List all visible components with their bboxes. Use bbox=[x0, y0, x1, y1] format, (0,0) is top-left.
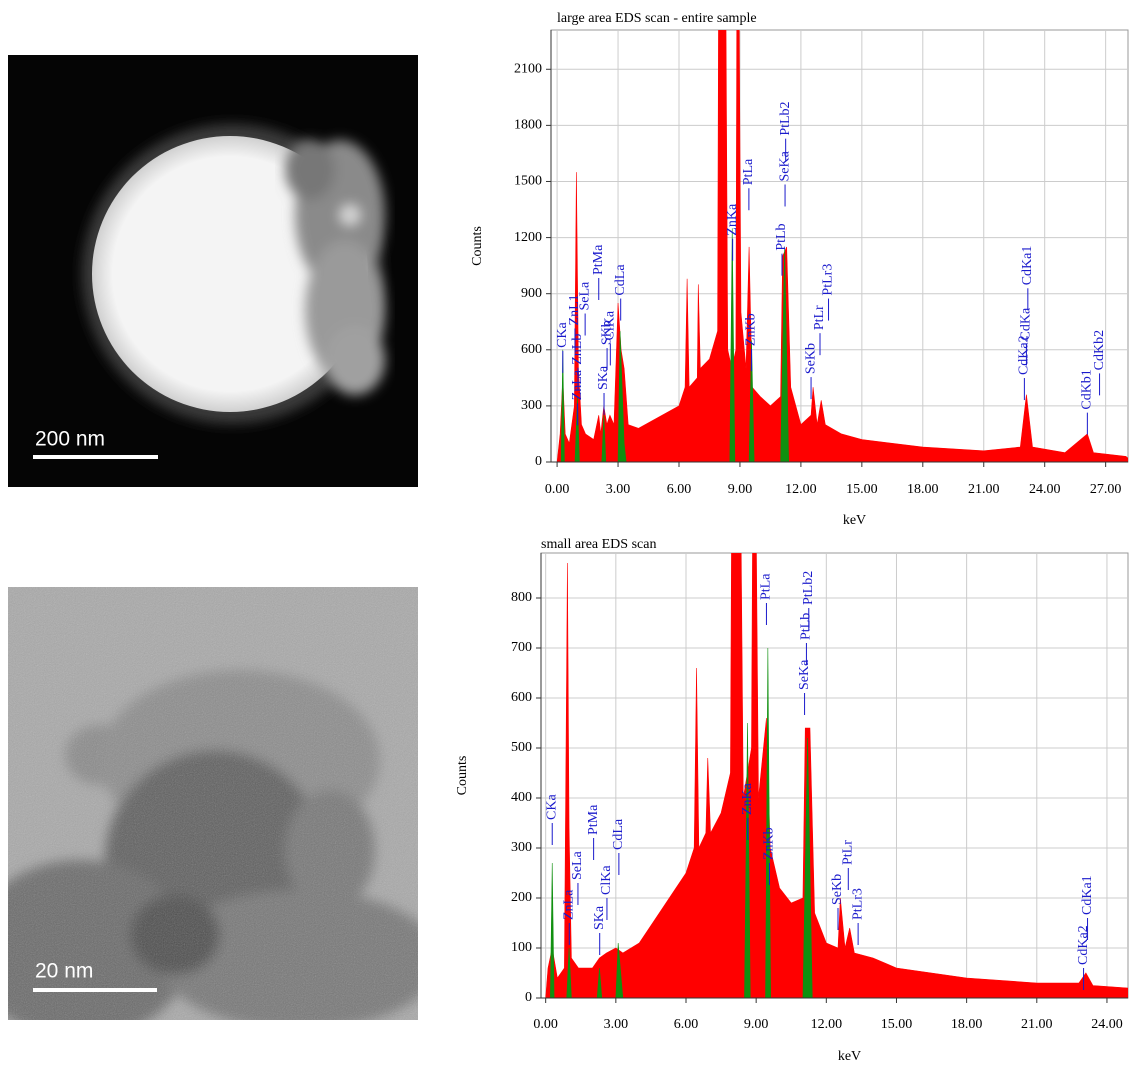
y-tick-label: 800 bbox=[511, 590, 532, 605]
peak-label: PtMa bbox=[586, 804, 601, 835]
peak-label: PtLr3 bbox=[850, 888, 865, 920]
peak-label: SKa bbox=[592, 905, 607, 930]
tem-image-large: 200 nm bbox=[8, 55, 418, 487]
eds-chart: 0.00 3.00 6.00 9.00 12.00 15.00 18.00 21.00 24.0… bbox=[470, 0, 1128, 528]
x-tick-label: 12.00 bbox=[811, 1017, 843, 1032]
y-tick-label: 700 bbox=[511, 640, 532, 655]
x-tick-label: 18.00 bbox=[907, 482, 939, 497]
peak-label: SeKb bbox=[803, 343, 818, 374]
figure: 200 nm 20 nm 0.00 3.00 6.00 9.00 12.00 15.00 1… bbox=[0, 0, 1136, 1069]
y-tick-label: 600 bbox=[511, 690, 532, 705]
chart-title: small area EDS scan bbox=[541, 537, 656, 552]
peak-label: CdKa1 bbox=[1080, 875, 1095, 915]
y-tick-label: 0 bbox=[525, 990, 532, 1005]
x-axis-label: keV bbox=[843, 513, 866, 528]
y-axis-label: Counts bbox=[470, 226, 485, 266]
x-tick-label: 9.00 bbox=[728, 482, 753, 497]
x-tick-label: 3.00 bbox=[604, 1017, 629, 1032]
peak-label: CdLa bbox=[611, 818, 626, 850]
x-tick-label: 12.00 bbox=[785, 482, 817, 497]
peak-label: ZnKb bbox=[762, 827, 777, 860]
peak-label: SeLa bbox=[577, 281, 592, 311]
x-axis-label: keV bbox=[838, 1049, 861, 1064]
peak-label: PtLr3 bbox=[821, 264, 836, 296]
eds-chart: 0.00 3.00 6.00 9.00 12.00 15.00 18.00 21.00 24.0… bbox=[455, 523, 1128, 1064]
peak-label: CdKa2 bbox=[1076, 925, 1091, 965]
x-tick-label: 6.00 bbox=[674, 1017, 699, 1032]
peak-label: SeKa bbox=[797, 659, 812, 690]
peak-label: SeKb bbox=[830, 874, 845, 905]
peak-label: CdKa bbox=[1019, 307, 1034, 340]
peak-label: PtLb2 bbox=[778, 101, 793, 135]
y-tick-label: 500 bbox=[511, 740, 532, 755]
y-tick-label: 900 bbox=[521, 286, 542, 301]
peak-label: CdKb2 bbox=[1092, 330, 1107, 370]
peak-label: CKa bbox=[544, 794, 559, 820]
peak-label: ZnKa bbox=[725, 203, 740, 236]
x-tick-label: 15.00 bbox=[881, 1017, 913, 1032]
x-tick-label: 21.00 bbox=[1021, 1017, 1053, 1032]
peak-label: ZnLb bbox=[570, 334, 585, 365]
peak-label: CdKb1 bbox=[1080, 369, 1095, 409]
plot-frame bbox=[551, 30, 1128, 462]
peak-label: SeLa bbox=[570, 850, 585, 880]
y-axis-label: Counts bbox=[455, 756, 470, 796]
x-tick-label: 15.00 bbox=[846, 482, 878, 497]
peak-label: PtLr bbox=[812, 305, 827, 330]
y-tick-label: 100 bbox=[511, 940, 532, 955]
x-tick-label: 18.00 bbox=[951, 1017, 983, 1032]
peak-label: CdKa1 bbox=[1020, 246, 1035, 286]
peak-label: ZnLa bbox=[570, 369, 585, 400]
plot-frame bbox=[541, 553, 1128, 998]
peak-label: PtLa bbox=[759, 573, 774, 600]
peak-label: ZnLa bbox=[562, 889, 577, 920]
peak-label: PtLr bbox=[841, 840, 856, 865]
peak-label: PtLb2 bbox=[801, 571, 816, 605]
peak-label: ClKa bbox=[599, 865, 614, 895]
x-tick-label: 6.00 bbox=[667, 482, 692, 497]
peak-label: PtMa bbox=[591, 244, 606, 275]
y-tick-label: 1200 bbox=[514, 230, 542, 245]
peak-label: SeKa bbox=[777, 150, 792, 181]
y-tick-label: 2100 bbox=[514, 61, 542, 76]
y-tick-label: 0 bbox=[535, 454, 542, 469]
chart-title: large area EDS scan - entire sample bbox=[557, 11, 757, 26]
y-tick-label: 300 bbox=[521, 398, 542, 413]
peak-label: PtLb bbox=[799, 613, 814, 640]
x-tick-label: 9.00 bbox=[744, 1017, 769, 1032]
x-tick-label: 21.00 bbox=[968, 482, 1000, 497]
x-tick-label: 24.00 bbox=[1029, 482, 1061, 497]
peak-label: ClKa bbox=[603, 310, 618, 340]
peak-label: ZnKa bbox=[740, 782, 755, 815]
scale-label: 200 nm bbox=[35, 428, 105, 451]
x-tick-label: 0.00 bbox=[533, 1017, 558, 1032]
y-tick-label: 600 bbox=[521, 342, 542, 357]
y-tick-label: 1800 bbox=[514, 118, 542, 133]
y-tick-label: 400 bbox=[511, 790, 532, 805]
scale-label: 20 nm bbox=[35, 960, 93, 983]
peak-label: PtLa bbox=[741, 158, 756, 185]
peak-label: PtLb bbox=[774, 223, 789, 250]
peak-label: CdLa bbox=[613, 264, 628, 296]
x-tick-label: 3.00 bbox=[606, 482, 631, 497]
x-tick-label: 24.00 bbox=[1091, 1017, 1123, 1032]
peak-label: ZnKb bbox=[744, 313, 759, 346]
y-tick-label: 1500 bbox=[514, 174, 542, 189]
y-tick-label: 300 bbox=[511, 840, 532, 855]
x-tick-label: 27.00 bbox=[1090, 482, 1122, 497]
peak-label: SKa bbox=[596, 365, 611, 390]
x-tick-label: 0.00 bbox=[545, 482, 570, 497]
tem-image-small: 20 nm bbox=[0, 587, 440, 1040]
y-tick-label: 200 bbox=[511, 890, 532, 905]
